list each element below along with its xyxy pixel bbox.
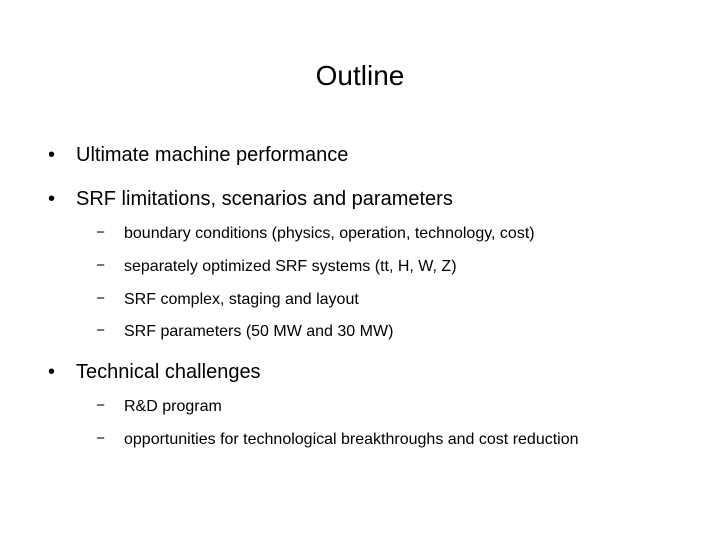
level2-item: − SRF parameters (50 MW and 30 MW) — [48, 322, 680, 343]
level1-item: • SRF limitations, scenarios and paramet… — [48, 186, 680, 212]
bullet-icon: • — [48, 186, 76, 212]
dash-icon: − — [96, 322, 124, 343]
level1-text: SRF limitations, scenarios and parameter… — [76, 186, 453, 212]
dash-icon: − — [96, 430, 124, 451]
dash-icon: − — [96, 224, 124, 245]
dash-icon: − — [96, 257, 124, 278]
level2-text: separately optimized SRF systems (tt, H,… — [124, 257, 457, 278]
level2-text: SRF complex, staging and layout — [124, 290, 359, 311]
bullet-icon: • — [48, 142, 76, 168]
level1-text: Technical challenges — [76, 359, 261, 385]
level1-item: • Ultimate machine performance — [48, 142, 680, 168]
slide-title: Outline — [0, 0, 720, 142]
level2-item: − boundary conditions (physics, operatio… — [48, 224, 680, 245]
level2-item: − opportunities for technological breakt… — [48, 430, 680, 451]
list-item: • Ultimate machine performance — [48, 142, 680, 168]
level1-item: • Technical challenges — [48, 359, 680, 385]
level2-item: − R&D program — [48, 397, 680, 418]
level2-item: − separately optimized SRF systems (tt, … — [48, 257, 680, 278]
level2-text: SRF parameters (50 MW and 30 MW) — [124, 322, 393, 343]
sub-list: − R&D program − opportunities for techno… — [48, 397, 680, 451]
list-item: • SRF limitations, scenarios and paramet… — [48, 186, 680, 343]
sub-list: − boundary conditions (physics, operatio… — [48, 224, 680, 343]
dash-icon: − — [96, 397, 124, 418]
dash-icon: − — [96, 290, 124, 311]
level1-text: Ultimate machine performance — [76, 142, 348, 168]
bullet-icon: • — [48, 359, 76, 385]
level2-item: − SRF complex, staging and layout — [48, 290, 680, 311]
list-item: • Technical challenges − R&D program − o… — [48, 359, 680, 451]
slide-content: • Ultimate machine performance • SRF lim… — [0, 142, 720, 451]
level2-text: R&D program — [124, 397, 222, 418]
slide: Outline • Ultimate machine performance •… — [0, 0, 720, 540]
level2-text: boundary conditions (physics, operation,… — [124, 224, 535, 245]
level2-text: opportunities for technological breakthr… — [124, 430, 579, 451]
